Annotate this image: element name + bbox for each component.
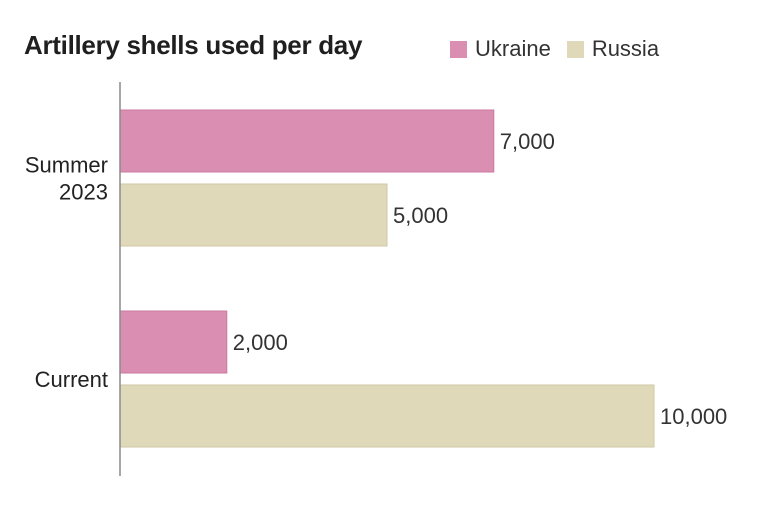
category-label-summer-2023: Summer 2023	[25, 153, 108, 205]
data-label-russia-summer-2023: 5,000	[393, 203, 448, 228]
chart-title: Artillery shells used per day	[24, 30, 363, 60]
bar-ukraine-summer-2023	[119, 109, 495, 173]
bar-russia-current	[119, 384, 655, 448]
data-label-ukraine-summer-2023: 7,000	[500, 129, 555, 154]
bar-russia-summer-2023	[119, 183, 388, 247]
legend-item-russia: Russia	[566, 36, 660, 62]
legend-label-ukraine: Ukraine	[475, 36, 551, 61]
legend-item-ukraine: Ukraine	[450, 36, 551, 62]
data-label-russia-current: 10,000	[660, 404, 727, 429]
legend-swatch-ukraine	[450, 40, 467, 58]
data-label-ukraine-current: 2,000	[233, 330, 288, 355]
legend-label-russia: Russia	[591, 36, 660, 61]
bar-ukraine-current	[119, 310, 228, 374]
legend: Ukraine Russia	[450, 36, 675, 62]
legend-swatch-russia	[566, 40, 584, 58]
category-label-current: Current	[35, 367, 108, 392]
